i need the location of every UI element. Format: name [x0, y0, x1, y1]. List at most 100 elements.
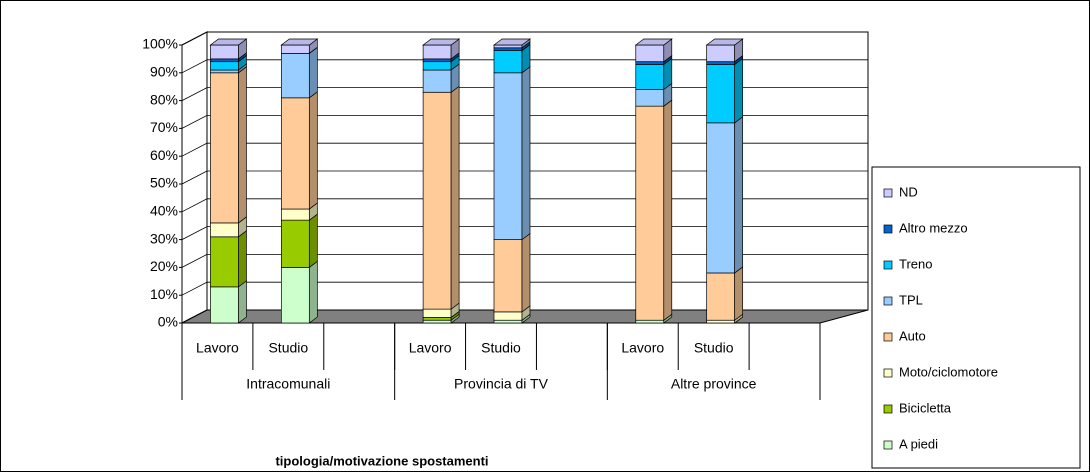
- bar-side: [238, 66, 247, 224]
- x-tick-label: Lavoro: [409, 340, 452, 356]
- legend-swatch: [883, 368, 893, 378]
- bar-front: [422, 317, 452, 321]
- bar-front: [706, 319, 736, 324]
- bar-front: [706, 61, 736, 65]
- bar-front: [493, 44, 523, 49]
- bar-front: [493, 72, 523, 240]
- legend-swatch: [883, 296, 893, 306]
- legend-label: Altro mezzo: [899, 220, 968, 235]
- y-tick-label: 100%: [142, 36, 178, 52]
- bar-side: [521, 66, 531, 241]
- bar-side: [734, 266, 744, 321]
- legend-swatch: [883, 188, 893, 198]
- bar-side: [734, 116, 744, 274]
- bar-front: [635, 64, 665, 90]
- legend-label: TPL: [899, 292, 923, 307]
- bar-front: [280, 44, 310, 54]
- y-tick-label: 40%: [150, 203, 178, 219]
- x-axis-title: tipologia/motivazione spostamenti: [275, 453, 488, 468]
- bar-top: [280, 38, 319, 46]
- x-tick-label: Studio: [481, 340, 521, 356]
- bar-front: [280, 219, 310, 268]
- bar-front: [280, 267, 310, 324]
- bar-top: [492, 38, 532, 46]
- bar-top: [422, 38, 461, 46]
- bar-front: [422, 319, 452, 324]
- bar-side: [238, 230, 247, 288]
- bar-segment: [422, 38, 460, 60]
- bar-segment: [706, 57, 744, 124]
- bar-front: [635, 105, 665, 321]
- bar-side: [450, 85, 460, 310]
- bar-side: [734, 57, 744, 124]
- y-tick-label: 60%: [150, 147, 178, 163]
- bar-segment: [210, 280, 247, 324]
- y-tick-label: 70%: [150, 119, 178, 135]
- bar-front: [635, 61, 665, 65]
- group-label: Intracomunali: [246, 376, 330, 392]
- legend-label: Auto: [899, 328, 926, 343]
- bar-segment: [493, 232, 531, 313]
- bar-front: [706, 122, 736, 274]
- bar-segment: [635, 57, 673, 91]
- bar-front: [210, 236, 239, 288]
- legend-swatch: [883, 404, 893, 414]
- bar-front: [422, 308, 452, 318]
- y-tick-label: 80%: [150, 91, 178, 107]
- bar-segment: [706, 116, 744, 274]
- bar-segment: [422, 63, 460, 93]
- bar-segment: [493, 66, 531, 241]
- bar-front: [706, 272, 736, 321]
- bar-front: [493, 319, 523, 324]
- x-tick-label: Lavoro: [621, 340, 664, 356]
- bar-segment: [280, 260, 318, 324]
- y-tick-label: 50%: [150, 175, 178, 191]
- bar-segment: [422, 302, 460, 319]
- bar-front: [493, 50, 523, 74]
- legend-swatch: [883, 440, 893, 450]
- bar-segment: [635, 82, 673, 107]
- legend-swatch: [883, 260, 893, 270]
- bar-side: [308, 46, 318, 99]
- bar-segment: [493, 41, 531, 52]
- bar-front: [210, 44, 239, 60]
- legend-box: [871, 166, 1081, 469]
- bar-front: [280, 97, 310, 210]
- bar-top: [634, 38, 673, 46]
- bar-front: [280, 208, 310, 221]
- y-tick-label: 10%: [150, 286, 178, 302]
- bar-segment: [280, 46, 318, 99]
- y-tick-label: 90%: [150, 64, 178, 80]
- bar-top: [209, 38, 248, 46]
- bar-front: [210, 72, 239, 224]
- bar-side: [238, 280, 247, 324]
- legend-label: Treno: [899, 256, 932, 271]
- bar-front: [210, 69, 239, 74]
- x-tick-label: Studio: [268, 340, 308, 356]
- bar-front: [706, 44, 736, 63]
- legend-label: A piedi: [899, 436, 938, 451]
- bar-front: [422, 69, 452, 93]
- bar-front: [635, 44, 665, 63]
- bar-front: [635, 319, 665, 324]
- bar-front: [422, 44, 452, 60]
- bar-side: [308, 260, 318, 324]
- bar-front: [493, 239, 523, 313]
- bar-segment: [210, 54, 247, 71]
- bar-side: [308, 91, 318, 210]
- bar-segment: [422, 85, 460, 310]
- bar-front: [210, 286, 239, 324]
- bar-side: [521, 232, 531, 313]
- group-label: Altre province: [671, 376, 757, 392]
- bar-front: [210, 61, 239, 71]
- y-tick-label: 0%: [158, 314, 178, 330]
- bar-front: [493, 47, 523, 51]
- bar-front: [422, 61, 452, 71]
- bar-segment: [210, 230, 247, 288]
- legend-label: ND: [899, 184, 918, 199]
- grid-line: [181, 31, 868, 46]
- x-tick-label: Lavoro: [196, 340, 239, 356]
- group-label: Provincia di TV: [454, 376, 549, 392]
- bar-front: [210, 222, 239, 238]
